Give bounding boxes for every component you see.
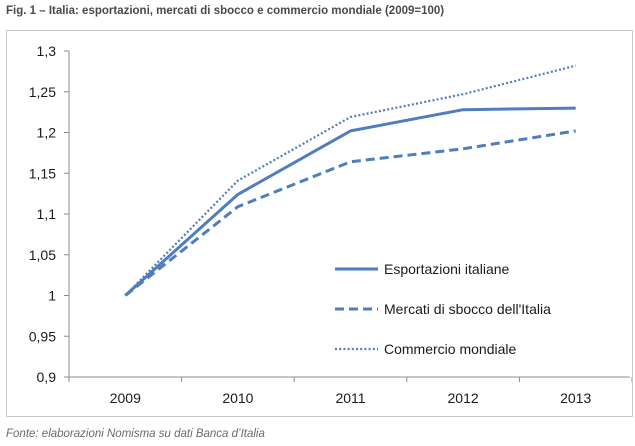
source-note: Fonte: elaborazioni Nomisma su dati Banc…: [6, 428, 265, 440]
y-tick-label: 1,05: [29, 247, 56, 263]
x-tick-label: 2009: [110, 390, 141, 406]
x-tick-label: 2012: [448, 390, 479, 406]
x-tick-label: 2011: [335, 390, 365, 406]
x-tick-label: 2013: [560, 390, 591, 406]
legend-label-3: Commercio mondiale: [384, 341, 516, 357]
series-line-1: [124, 106, 576, 297]
y-tick-label: 1,15: [29, 165, 56, 181]
x-tick-label: 2010: [222, 390, 253, 406]
figure-title: Fig. 1 – Italia: esportazioni, mercati d…: [6, 5, 445, 17]
y-tick-label: 0,95: [29, 328, 56, 344]
legend-label-1: Esportazioni italiane: [384, 261, 510, 277]
y-tick-label: 1,1: [37, 206, 57, 222]
chart-area: 0,9 0,95 1 1,05 1,1 1,15 1,2 1,25 1,3 2009 2010 20…: [6, 30, 633, 417]
x-tick-labels: 2009 2010 2011 2012 2013: [110, 390, 592, 406]
legend-label-2: Mercati di sbocco dell'Italia: [384, 301, 551, 317]
y-tick-label: 1,2: [37, 125, 57, 141]
series-lines: [124, 64, 576, 297]
legend: Esportazioni italiane Mercati di sbocco d…: [335, 261, 551, 357]
y-tick-label: 1,25: [29, 84, 56, 100]
y-tick-labels: 0,9 0,95 1 1,05 1,1 1,15 1,2 1,25 1,3: [29, 43, 56, 385]
y-tick-label: 1,3: [37, 43, 57, 59]
axes: [64, 50, 633, 382]
series-line-3: [124, 64, 576, 297]
y-tick-label: 0,9: [37, 369, 57, 385]
y-tick-label: 1: [48, 288, 56, 304]
